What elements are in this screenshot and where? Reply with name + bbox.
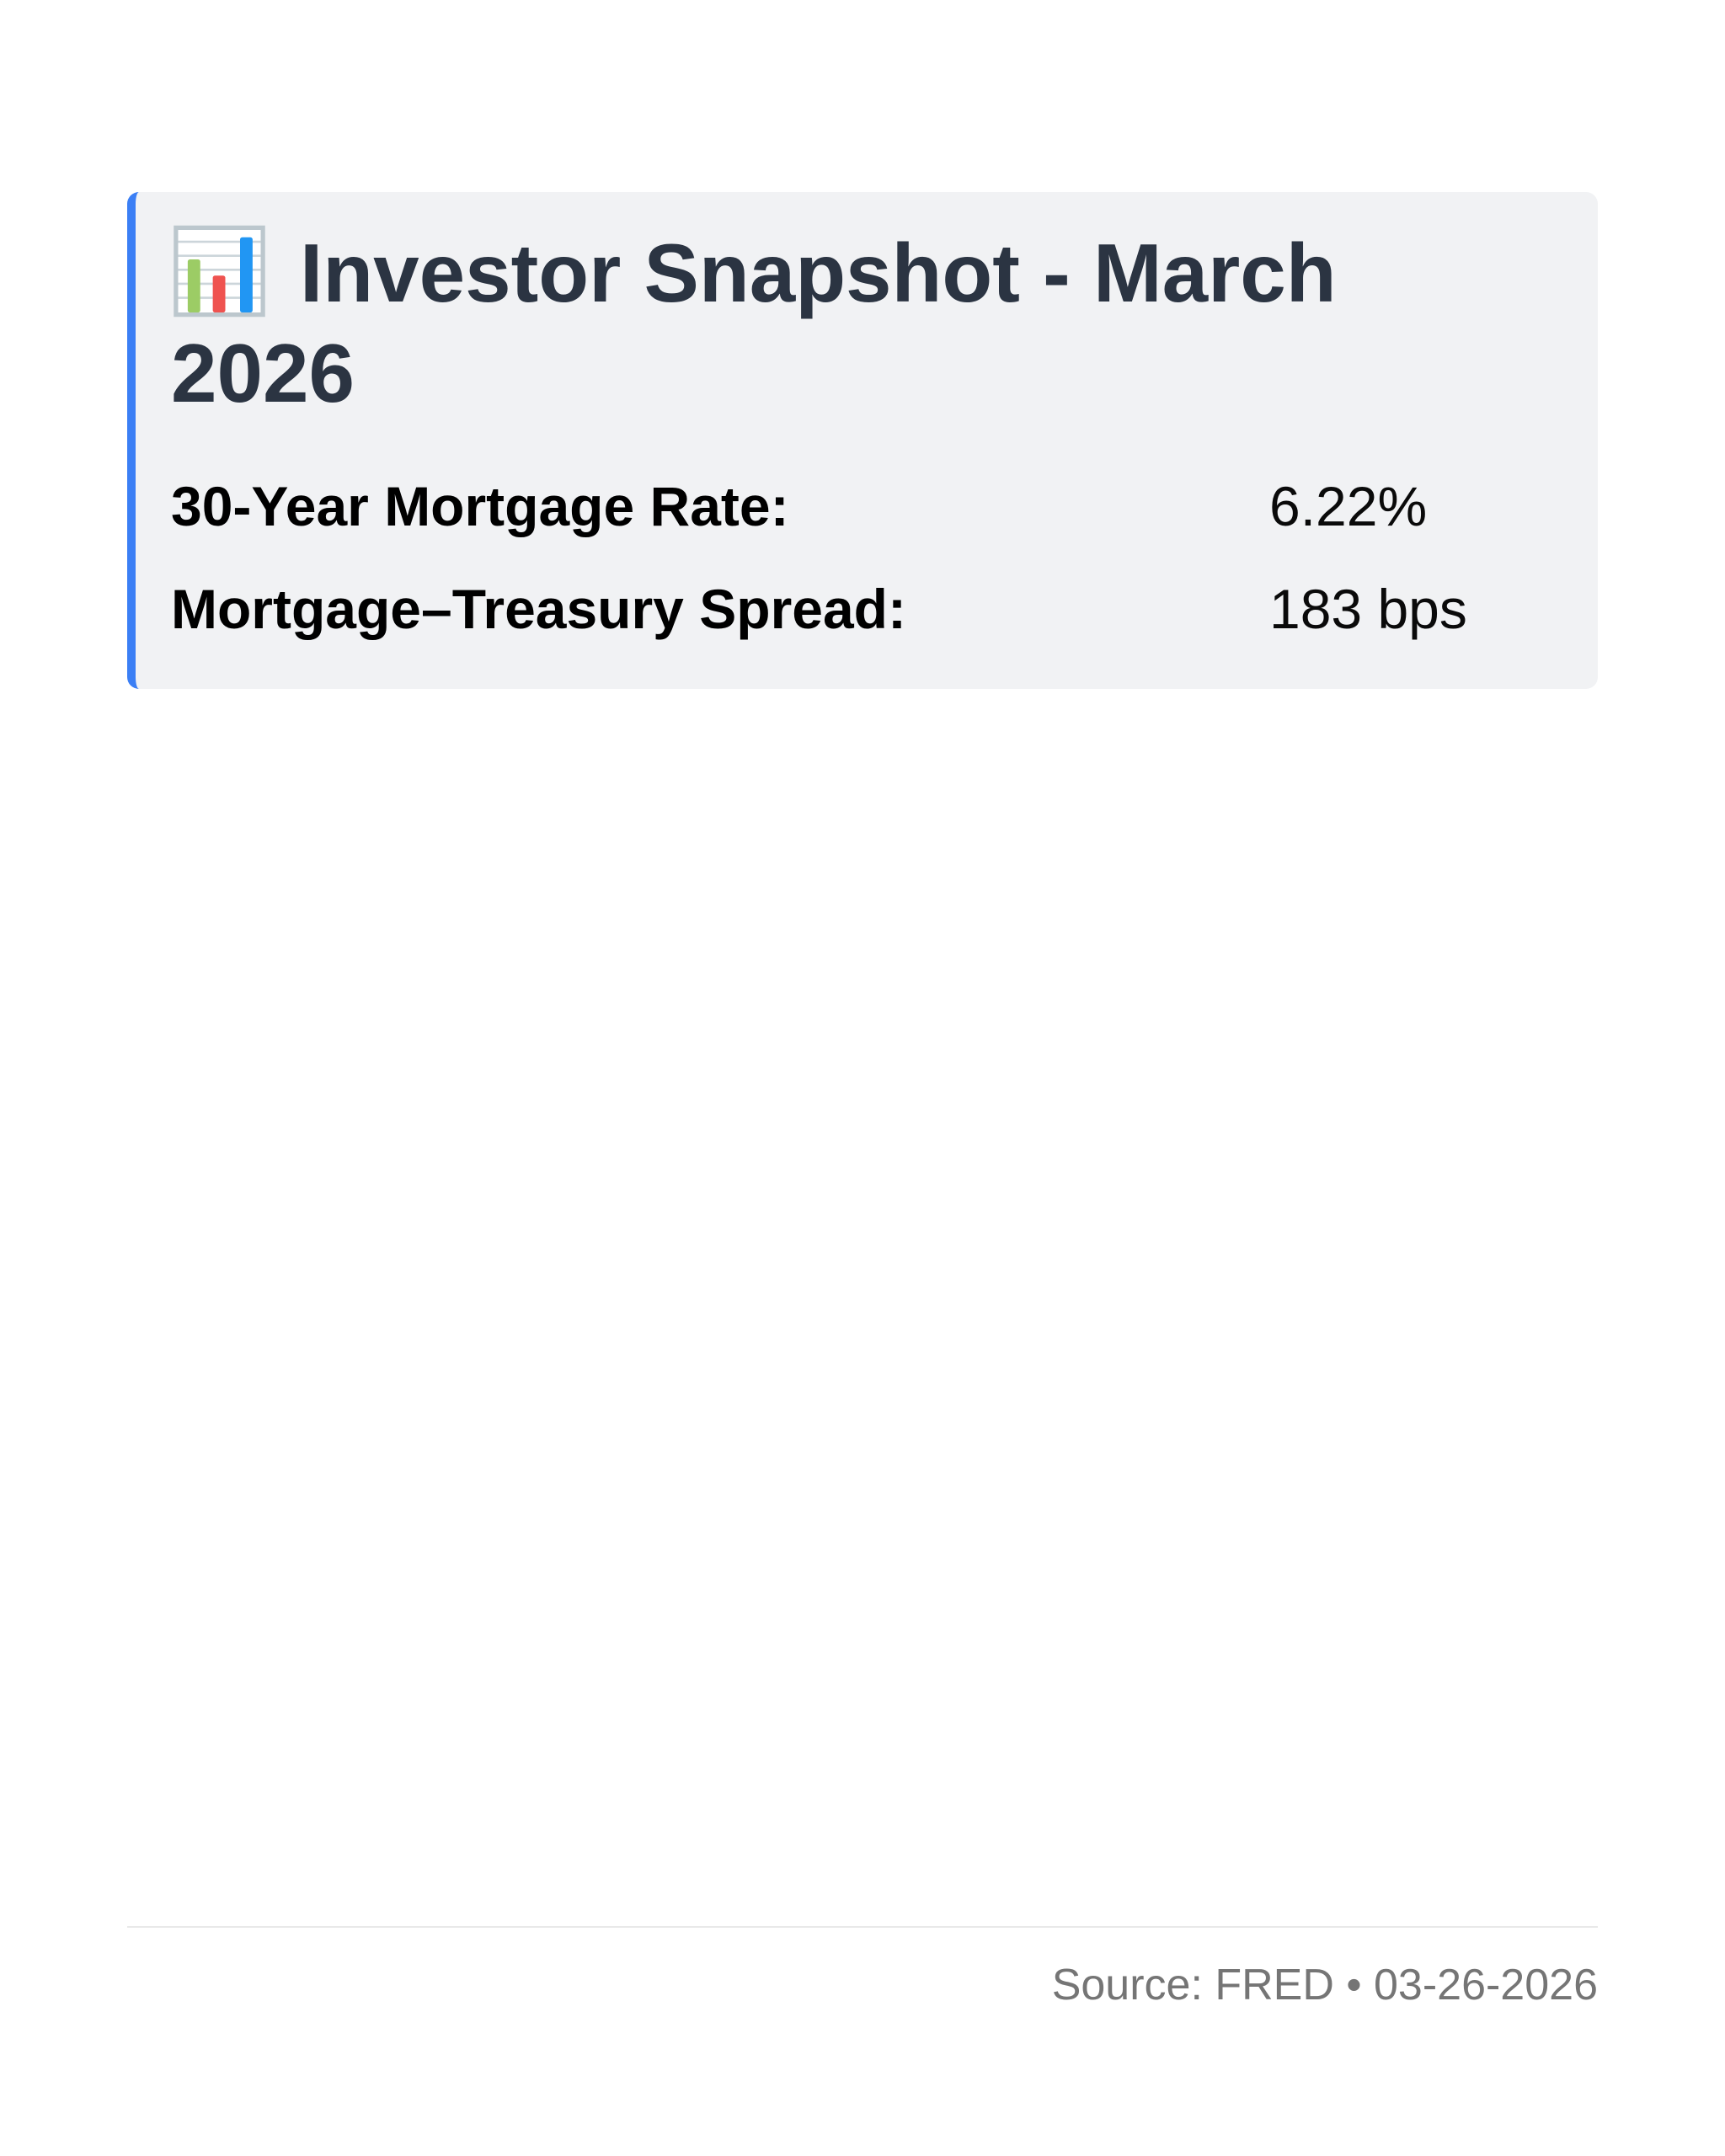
metric-label: 30-Year Mortgage Rate: xyxy=(171,475,789,538)
footer-divider xyxy=(127,1926,1598,1929)
footer-source: Source: FRED • 03-26-2026 xyxy=(1051,1961,1598,2010)
page: Investor Snapshot - March 2026 30-Year M… xyxy=(0,192,1725,2156)
metric-label: Mortgage–Treasury Spread: xyxy=(171,578,906,641)
investor-snapshot-card: Investor Snapshot - March 2026 30-Year M… xyxy=(127,192,1598,690)
bar-chart-icon xyxy=(171,224,268,318)
page-title-text: Investor Snapshot - March 2026 xyxy=(171,227,1337,419)
metric-rows: 30-Year Mortgage Rate: 6.22% Mortgage–Tr… xyxy=(171,455,1554,660)
page-title: Investor Snapshot - March 2026 xyxy=(171,223,1485,423)
metric-value: 6.22% xyxy=(1269,475,1428,538)
metric-row-mortgage-rate: 30-Year Mortgage Rate: 6.22% xyxy=(171,455,1554,558)
metric-value: 183 bps xyxy=(1269,578,1467,641)
metric-row-treasury-spread: Mortgage–Treasury Spread: 183 bps xyxy=(171,558,1554,660)
